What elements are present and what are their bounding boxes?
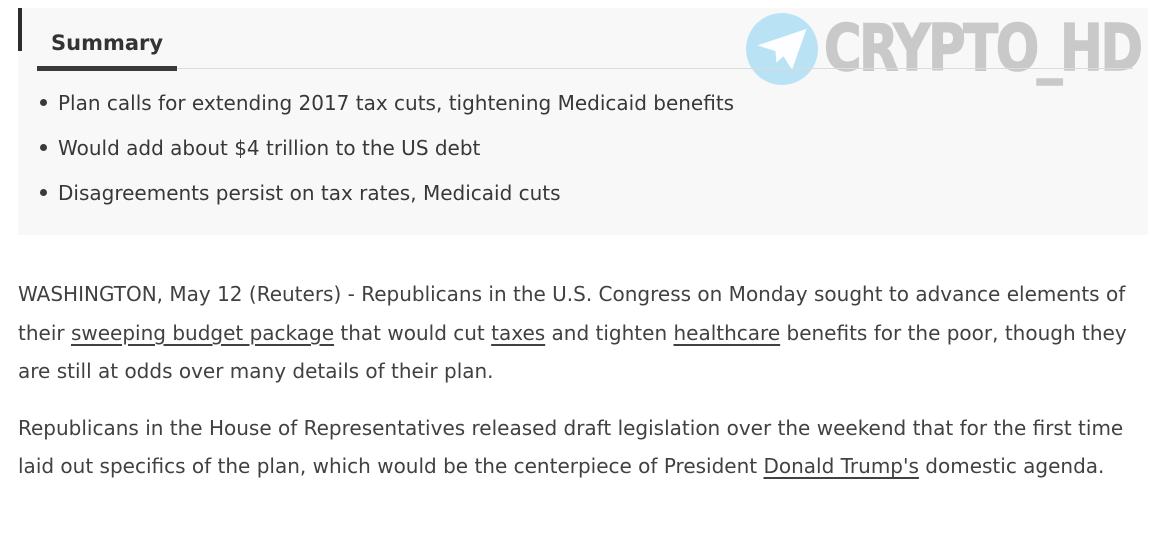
summary-box: CRYPTO_HD Summary Plan calls for extendi…: [18, 8, 1148, 235]
top-left-edge-fragment: [18, 8, 22, 51]
article-body: WASHINGTON, May 12 (Reuters) - Republica…: [18, 275, 1130, 486]
article-text: Republicans in the House of Representati…: [18, 415, 1124, 479]
article-paragraph: Republicans in the House of Representati…: [18, 409, 1130, 486]
article-paragraph: WASHINGTON, May 12 (Reuters) - Republica…: [18, 275, 1130, 391]
summary-bullet-item: Would add about $4 trillion to the US de…: [18, 134, 1148, 162]
summary-bullet-item: Plan calls for extending 2017 tax cuts, …: [18, 89, 1148, 117]
article-text: benefits for the poor, though they are s…: [18, 320, 1127, 384]
summary-tab[interactable]: Summary: [37, 30, 178, 71]
article-link[interactable]: Donald Trump's: [763, 454, 919, 478]
article-text: WASHINGTON, May 12 (Reuters) - Republica…: [18, 282, 1126, 345]
article-text: that would cut: [334, 320, 492, 345]
article-text: and tighten: [545, 320, 674, 345]
article-link[interactable]: taxes: [491, 320, 546, 345]
article-text: domestic agenda.: [918, 454, 1105, 478]
article-link[interactable]: healthcare: [673, 320, 781, 345]
summary-bullet-list: Plan calls for extending 2017 tax cuts, …: [18, 89, 1148, 207]
article-link[interactable]: sweeping budget package: [70, 320, 335, 345]
summary-tab-row: Summary: [37, 8, 1133, 71]
summary-bullet-item: Disagreements persist on tax rates, Medi…: [18, 179, 1148, 207]
